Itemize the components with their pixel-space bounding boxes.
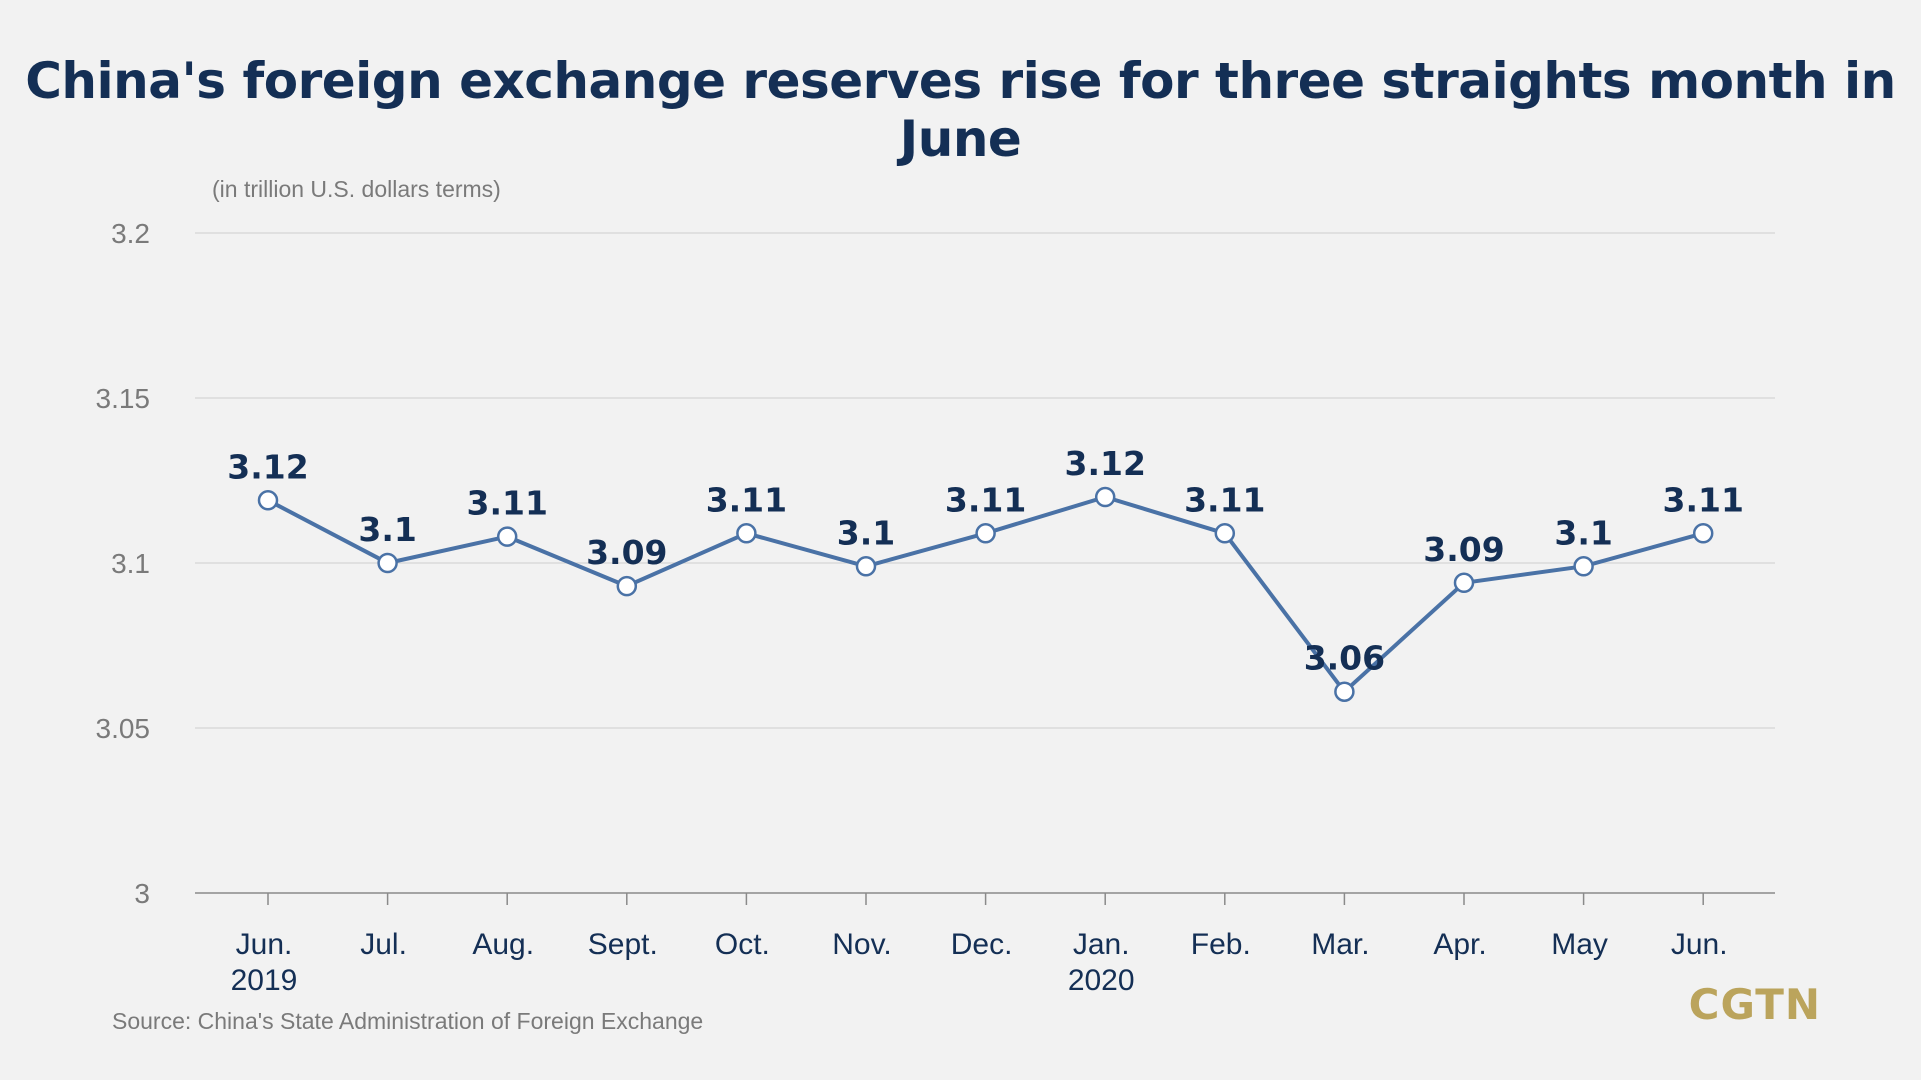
x-tick-label: Sept.	[588, 928, 658, 961]
data-label: 3.11	[945, 480, 1026, 519]
data-point	[855, 556, 877, 577]
data-point	[1573, 556, 1594, 577]
data-label: 3.11	[1184, 480, 1265, 519]
data-point	[616, 575, 638, 597]
x-tick-label: Nov.	[832, 928, 891, 961]
data-label: 3.1	[1554, 513, 1612, 552]
data-point	[1214, 523, 1236, 544]
data-label: 3.1	[358, 510, 416, 549]
data-point	[377, 552, 398, 574]
data-label: 3.12	[227, 447, 308, 486]
x-tick-label: Jan.	[1073, 928, 1130, 961]
data-point	[1334, 681, 1355, 702]
data-label: 3.1	[837, 513, 895, 552]
x-tick-label: Jul.	[360, 928, 407, 961]
y-tick-label: 3.05	[96, 713, 151, 744]
data-label: 3.12	[1064, 444, 1145, 483]
x-tick-label: Dec.	[951, 928, 1013, 961]
x-tick-label: Oct.	[715, 928, 770, 961]
y-tick-label: 3.1	[111, 548, 150, 579]
y-axis: 3 3.05 3.1 3.15 3.2	[96, 218, 151, 909]
data-point	[1692, 523, 1714, 544]
source-note: Source: China's State Administration of …	[112, 1008, 704, 1034]
x-tick-sublabel: 2019	[231, 964, 298, 997]
data-label: 3.09	[586, 533, 667, 572]
x-tick-label: Aug.	[472, 928, 534, 961]
x-tick-sublabel: 2020	[1068, 964, 1135, 997]
x-tick-label: Feb.	[1191, 928, 1251, 961]
data-point	[1453, 572, 1475, 594]
data-labels: 3.12 3.1 3.11 3.09 3.11 3.1 3.11 3.12 3.11 3.06 3.…	[227, 444, 1744, 678]
y-tick-label: 3.15	[96, 383, 151, 414]
cgtn-logo: CGTN	[1688, 980, 1821, 1029]
x-tick-label: Mar.	[1311, 928, 1369, 961]
x-tick-label: Jun.	[1671, 928, 1728, 961]
chart-title: China's foreign exchange reserves rise f…	[25, 52, 1896, 168]
x-tick-label: Jun.	[236, 928, 293, 961]
data-points	[257, 486, 1714, 702]
gridlines	[195, 232, 1775, 729]
y-tick-label: 3.2	[111, 218, 150, 249]
data-label: 3.11	[706, 480, 787, 519]
data-point	[736, 523, 757, 544]
x-tick-label: May	[1551, 928, 1608, 961]
data-point	[257, 490, 279, 511]
y-tick-label: 3	[134, 878, 150, 909]
data-point	[496, 526, 518, 547]
data-point	[975, 523, 996, 544]
data-label: 3.06	[1304, 639, 1385, 678]
unit-note: (in trillion U.S. dollars terms)	[212, 176, 501, 202]
data-label: 3.09	[1423, 530, 1504, 569]
data-point	[1094, 486, 1116, 508]
data-label: 3.11	[466, 484, 547, 523]
data-label: 3.11	[1662, 480, 1743, 519]
x-tick-label: Apr.	[1433, 928, 1486, 961]
